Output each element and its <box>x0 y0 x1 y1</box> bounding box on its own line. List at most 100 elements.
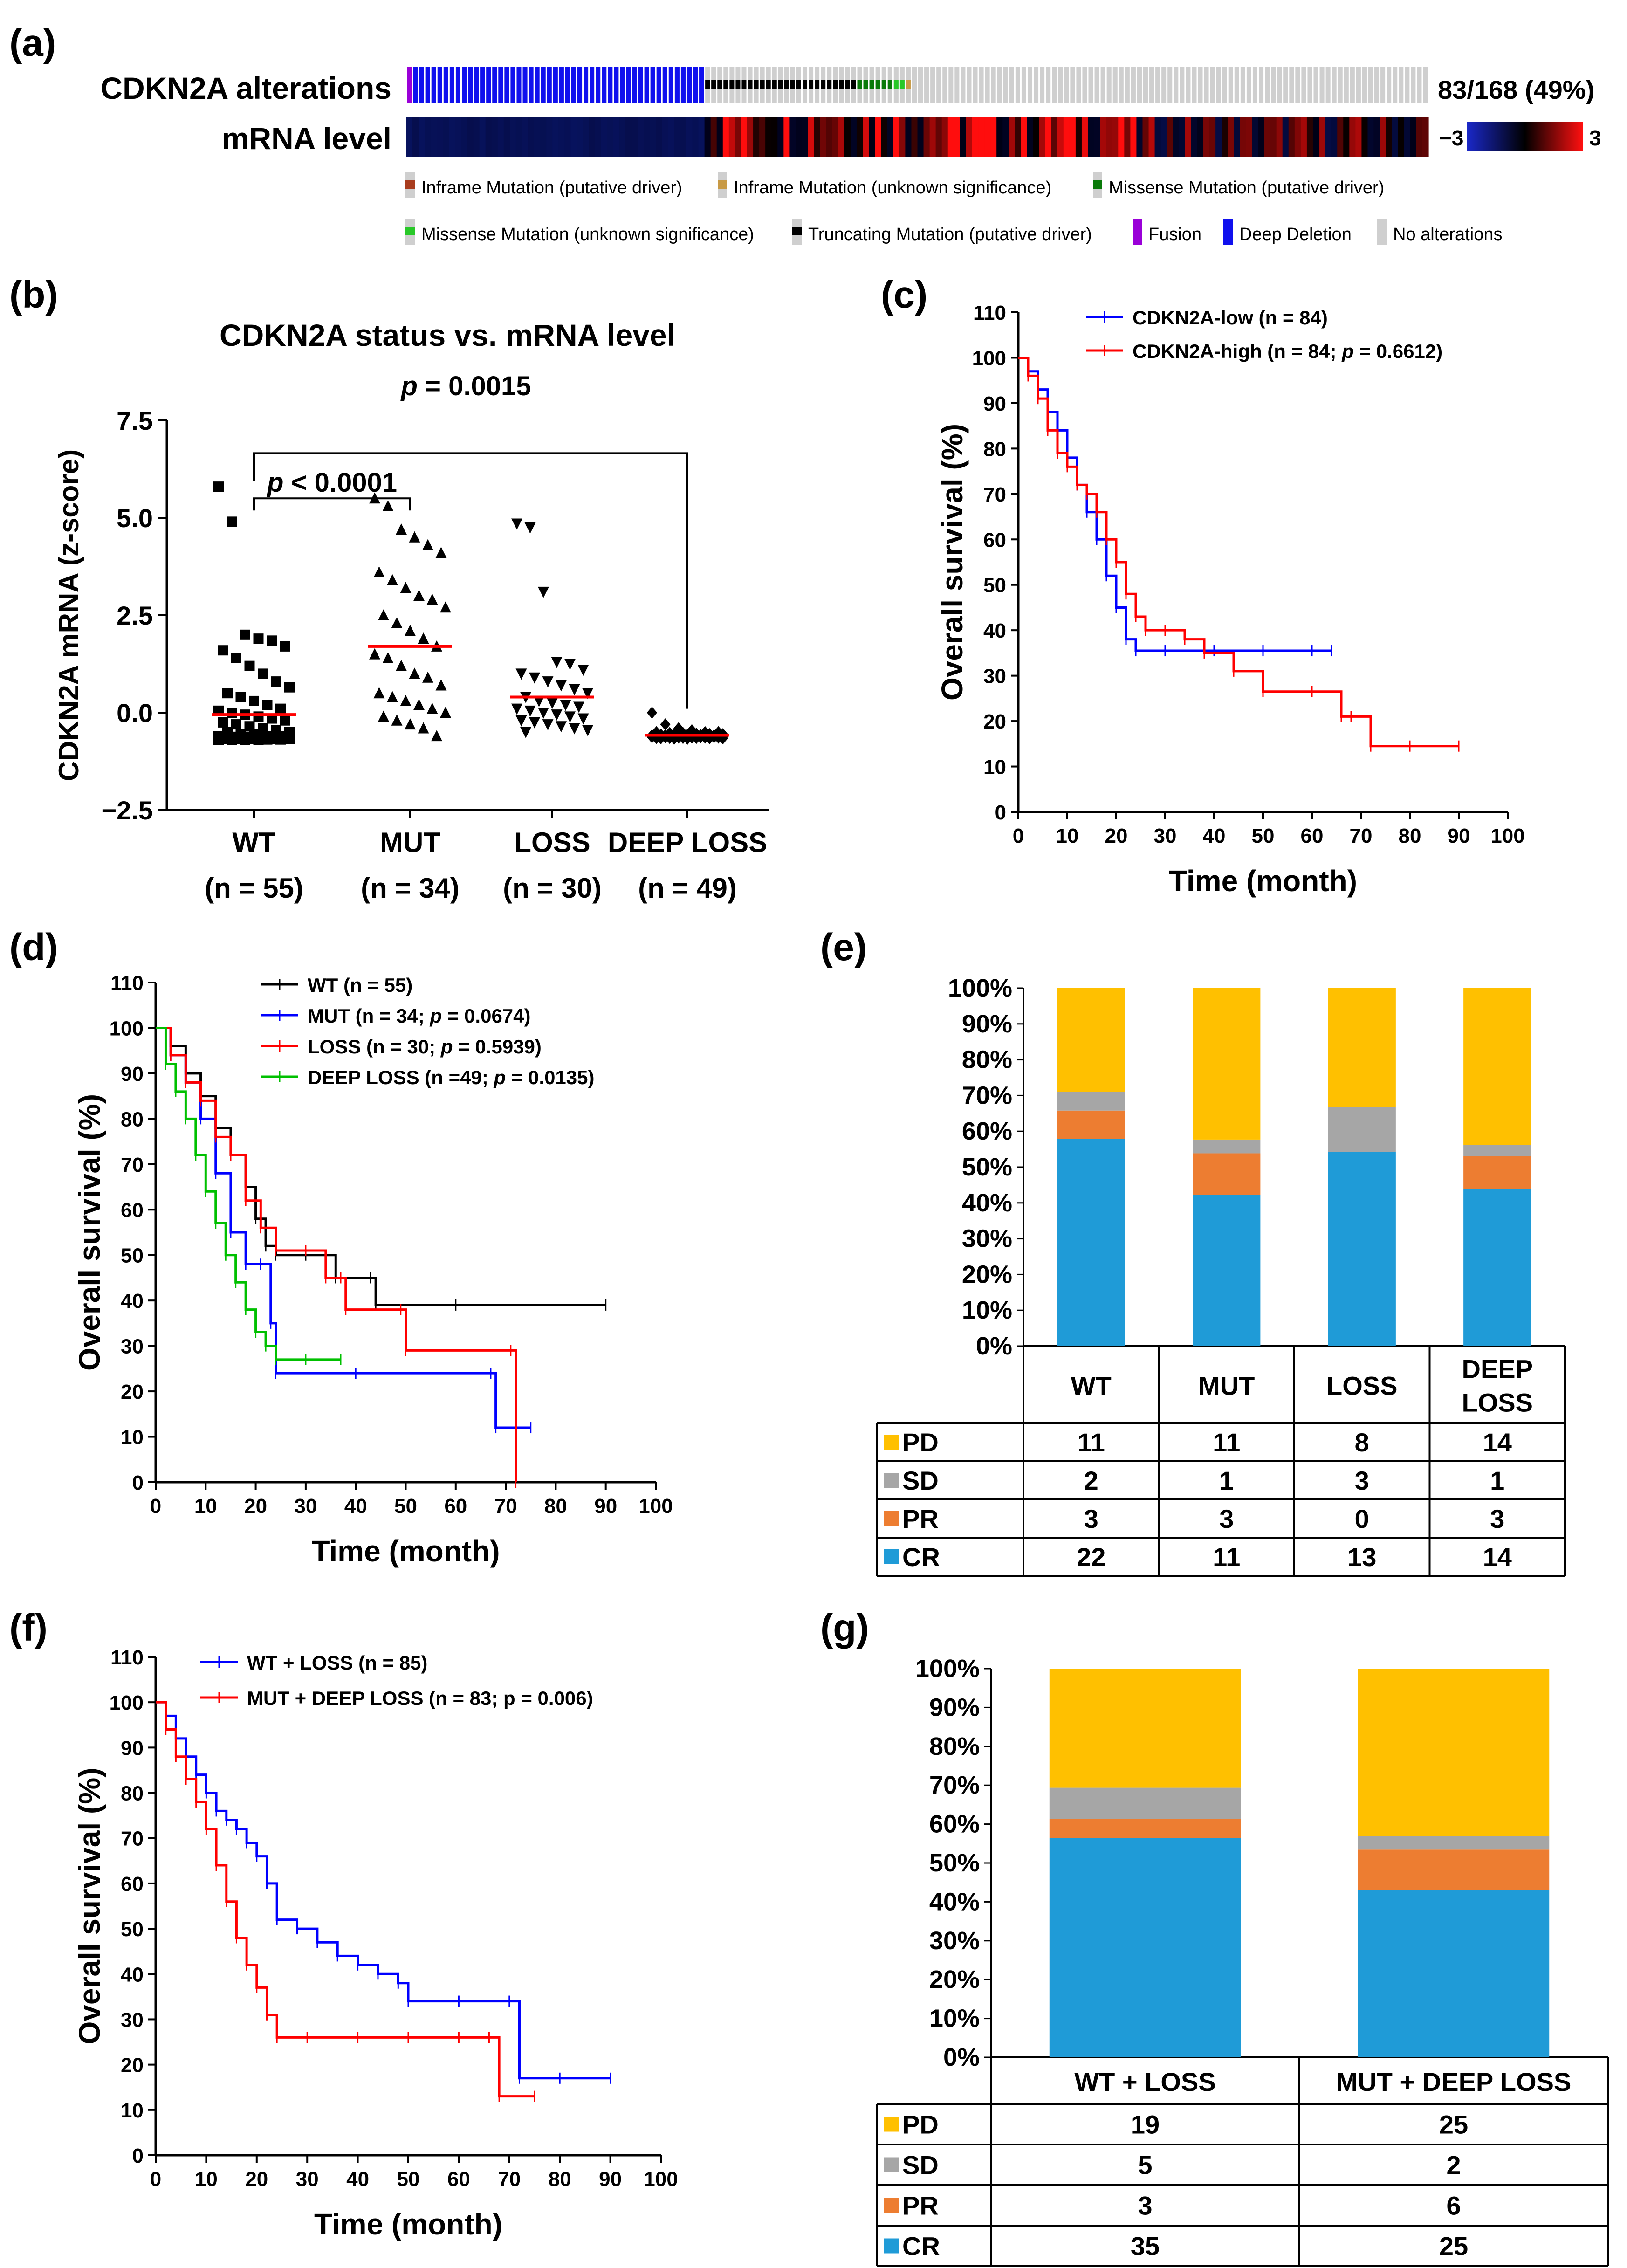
data-point <box>240 735 250 745</box>
mrna-cell <box>1234 117 1240 157</box>
mrna-cell <box>1367 117 1374 157</box>
mrna-cell <box>984 117 991 157</box>
table-cell: 11 <box>1078 1428 1105 1457</box>
bar-segment-cr <box>1057 1139 1125 1346</box>
alteration-mark <box>778 80 783 89</box>
mrna-cell <box>881 117 887 157</box>
mrna-cell <box>638 117 644 157</box>
bar-segment-pd <box>1193 988 1261 1140</box>
table-legend-swatch <box>884 1549 899 1564</box>
data-point <box>538 708 549 719</box>
mrna-cell <box>1252 117 1259 157</box>
mrna-cell <box>1416 117 1423 157</box>
legend-label: Deep Deletion <box>1239 225 1352 244</box>
sample-cell <box>1210 67 1215 103</box>
sample-cell <box>1283 67 1288 103</box>
y-tick-label: 60% <box>929 1810 980 1838</box>
table-cell: 3 <box>1084 1504 1098 1533</box>
mrna-cell <box>631 117 638 157</box>
mrna-cell <box>905 117 912 157</box>
legend-label: LOSS (n = 30; p = 0.5939) <box>308 1036 542 1058</box>
alteration-mark <box>723 80 728 89</box>
sample-cell <box>1325 67 1331 103</box>
sample-cell <box>918 67 923 103</box>
mrna-cell <box>1197 117 1204 157</box>
data-point <box>409 531 420 543</box>
sample-cell <box>1222 67 1227 103</box>
category-n-label: (n = 34) <box>361 873 460 904</box>
y-tick-label: 70% <box>929 1771 980 1799</box>
y-tick-label: 40 <box>983 619 1006 642</box>
bar-segment-sd <box>1193 1139 1261 1154</box>
data-point <box>647 707 657 719</box>
data-point <box>231 653 241 663</box>
table-legend-swatch <box>884 1511 899 1526</box>
x-tick-label: 70 <box>1350 825 1373 847</box>
mrna-cell <box>765 117 772 157</box>
data-point <box>258 668 268 679</box>
mrna-cell <box>1264 117 1271 157</box>
alteration-mark <box>784 80 789 89</box>
alteration-mark <box>620 67 625 103</box>
sample-cell <box>1174 67 1179 103</box>
mrna-cell <box>735 117 741 157</box>
data-point <box>267 635 277 646</box>
y-axis-title: CDKN2A mRNA (z-score) <box>53 449 84 781</box>
mrna-cell <box>1240 117 1246 157</box>
mrna-cell <box>716 117 723 157</box>
mrna-cell <box>1361 117 1368 157</box>
alteration-mark <box>644 67 649 103</box>
sample-cell <box>973 67 978 103</box>
alterations-track-bg <box>406 66 1428 103</box>
mrna-cell <box>966 117 973 157</box>
table-row-label: SD <box>902 2151 939 2180</box>
data-point <box>542 719 554 731</box>
x-tick-label: 0 <box>1013 825 1024 847</box>
sample-cell <box>1076 67 1081 103</box>
sample-cell <box>1356 67 1361 103</box>
sample-cell <box>1064 67 1069 103</box>
sample-cell <box>1338 67 1343 103</box>
data-point <box>413 699 425 710</box>
sample-cell <box>1180 67 1185 103</box>
data-point <box>253 735 264 745</box>
sample-cell <box>1046 67 1051 103</box>
chart-title: CDKN2A status vs. mRNA level <box>220 318 675 352</box>
alteration-mark <box>461 67 467 103</box>
alteration-mark <box>741 80 747 89</box>
table-row-label: SD <box>902 1466 939 1495</box>
data-point <box>418 632 429 644</box>
y-axis-title: Overall survival (%) <box>935 424 969 701</box>
alteration-frequency: 83/168 (49%) <box>1438 75 1594 104</box>
x-tick-label: 10 <box>1056 825 1079 847</box>
sample-cell <box>1234 67 1239 103</box>
sample-cell <box>1246 67 1251 103</box>
mrna-cell <box>1392 117 1399 157</box>
data-point <box>275 734 286 745</box>
mrna-cell <box>1063 117 1070 157</box>
x-tick-label: 0 <box>150 2168 161 2191</box>
data-point <box>409 667 420 679</box>
legend-label: WT + LOSS (n = 85) <box>247 1652 427 1674</box>
mrna-cell <box>449 117 456 157</box>
sample-cell <box>1015 67 1020 103</box>
mrna-cell <box>1021 117 1028 157</box>
x-tick-label: 10 <box>195 2168 218 2191</box>
alteration-mark <box>699 67 704 103</box>
mrna-cell <box>954 117 961 157</box>
mrna-cell <box>1282 117 1289 157</box>
data-point <box>564 659 576 670</box>
y-tick-label: 60 <box>121 1873 144 1896</box>
data-point <box>253 711 264 722</box>
data-point <box>244 660 255 671</box>
alteration-mark <box>881 80 886 89</box>
mrna-cell <box>1075 117 1082 157</box>
y-tick-label: 100% <box>915 1655 980 1683</box>
data-point <box>280 641 290 652</box>
alteration-mark <box>455 67 460 103</box>
data-point <box>253 633 264 644</box>
x-tick-label: 50 <box>394 1495 417 1518</box>
data-point <box>511 703 522 715</box>
sample-cell <box>1040 67 1045 103</box>
legend-swatch <box>405 227 415 235</box>
